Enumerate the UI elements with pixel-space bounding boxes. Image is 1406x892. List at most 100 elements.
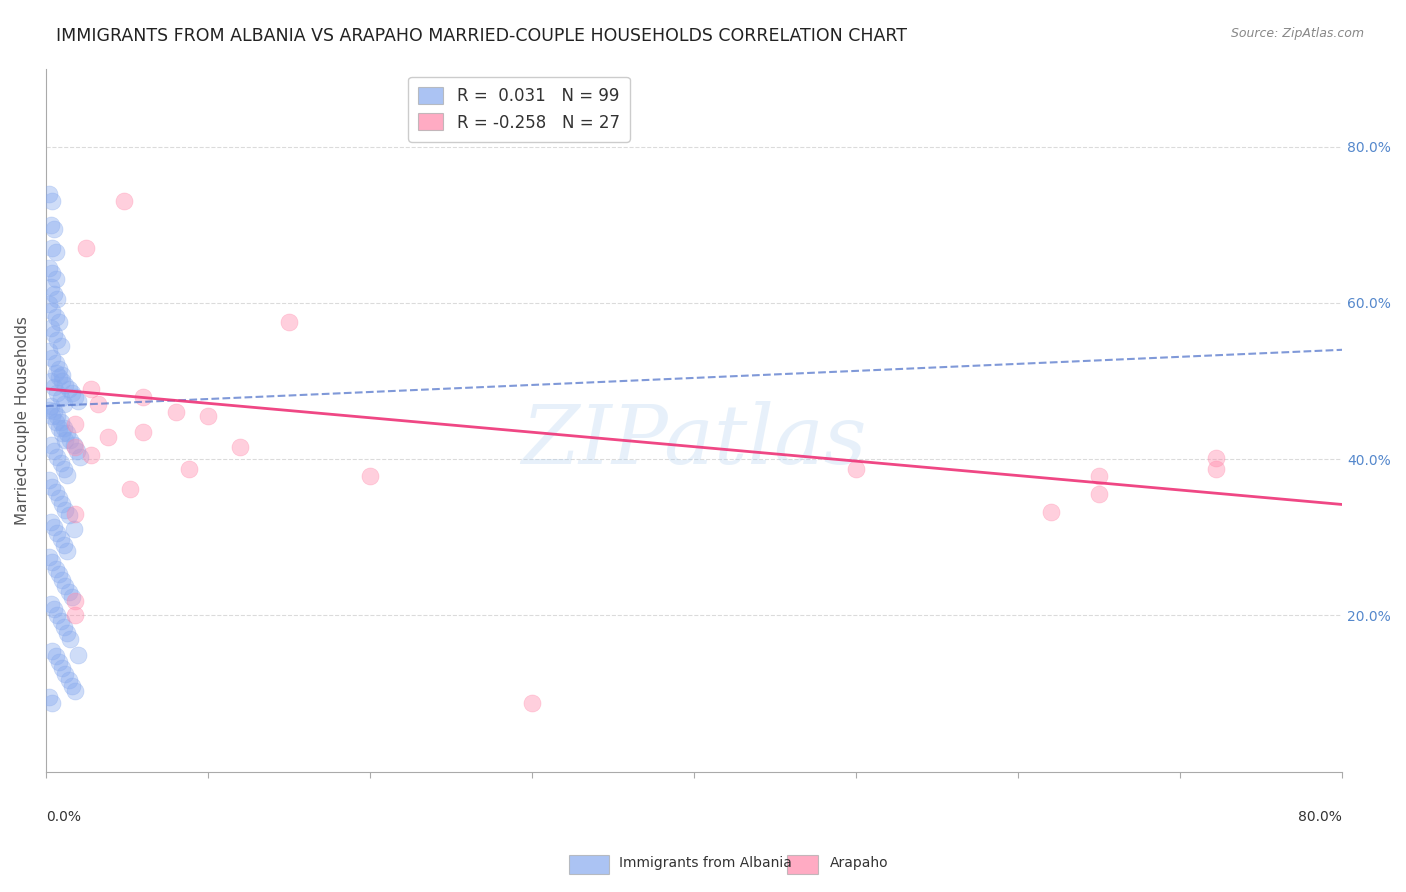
Point (39, 321, 62, 335)
Point (55, 667, 77, 681)
Point (51, 374, 73, 388)
Point (41, 351, 63, 365)
Point (63, 507, 86, 521)
Point (41, 643, 63, 657)
Point (177, 461, 200, 475)
Point (49, 532, 72, 546)
Point (1039, 505, 1062, 519)
Text: Source: ZipAtlas.com: Source: ZipAtlas.com (1230, 27, 1364, 40)
Point (56, 625, 79, 640)
Point (45, 649, 67, 664)
Point (49, 614, 72, 628)
Point (41, 241, 63, 255)
Point (38, 260, 60, 275)
Point (60, 385, 83, 400)
Text: Immigrants from Albania: Immigrants from Albania (619, 856, 792, 871)
Point (52, 421, 75, 435)
Point (59, 632, 82, 646)
Point (55, 503, 77, 517)
Point (41, 266, 63, 280)
Point (56, 543, 79, 558)
Point (278, 315, 301, 329)
Point (132, 425, 155, 439)
Point (45, 366, 67, 380)
Point (42, 379, 65, 393)
Point (38, 297, 60, 311)
Point (45, 415, 67, 429)
Point (48, 491, 70, 506)
Point (48, 656, 70, 670)
Point (46, 409, 69, 424)
Point (63, 608, 86, 623)
Point (45, 272, 67, 286)
Point (41, 555, 63, 569)
Point (66, 444, 89, 458)
Point (39, 597, 62, 611)
Point (58, 673, 80, 687)
Text: Arapaho: Arapaho (830, 856, 889, 871)
Point (41, 696, 63, 710)
Point (45, 310, 67, 324)
Point (39, 374, 62, 388)
Point (38, 344, 60, 359)
Point (46, 385, 69, 400)
Point (46, 333, 69, 347)
Point (58, 382, 80, 396)
Point (63, 390, 86, 404)
Point (55, 378, 77, 392)
Point (46, 292, 69, 306)
Point (42, 403, 65, 417)
Point (1088, 469, 1111, 483)
Point (520, 696, 543, 710)
Point (48, 370, 70, 384)
Point (42, 520, 65, 534)
Point (96, 430, 118, 444)
Point (80, 448, 103, 462)
Point (45, 485, 67, 500)
Point (63, 594, 86, 608)
Point (55, 579, 77, 593)
Point (60, 591, 83, 605)
Point (48, 421, 70, 435)
Text: ZIPatlas: ZIPatlas (522, 401, 868, 481)
Point (56, 467, 79, 482)
Point (45, 245, 67, 260)
Point (39, 515, 62, 529)
Point (62, 438, 84, 452)
Point (52, 397, 75, 411)
Point (48, 362, 70, 376)
Text: IMMIGRANTS FROM ALBANIA VS ARAPAHO MARRIED-COUPLE HOUSEHOLDS CORRELATION CHART: IMMIGRANTS FROM ALBANIA VS ARAPAHO MARRI… (56, 27, 907, 45)
Point (60, 679, 83, 693)
Point (49, 391, 72, 405)
Point (63, 417, 86, 431)
Point (39, 438, 62, 452)
Point (45, 561, 67, 575)
Point (48, 315, 70, 329)
Point (48, 567, 70, 582)
Point (42, 602, 65, 616)
Point (41, 194, 63, 209)
Point (42, 444, 65, 458)
Point (42, 286, 65, 301)
Point (46, 450, 69, 464)
Point (67, 393, 90, 408)
Point (229, 441, 252, 455)
Point (38, 690, 60, 705)
Point (51, 426, 73, 441)
Point (59, 433, 82, 447)
Point (39, 280, 62, 294)
Point (39, 218, 62, 232)
Point (359, 469, 381, 483)
Point (58, 585, 80, 599)
Point (41, 409, 63, 424)
Point (51, 368, 73, 382)
Point (41, 303, 63, 318)
Point (51, 661, 73, 675)
Point (1205, 461, 1227, 475)
Point (845, 461, 868, 475)
Point (63, 441, 86, 455)
Point (87, 397, 110, 411)
Point (51, 574, 73, 588)
Legend: R =  0.031   N = 99, R = -0.258   N = 27: R = 0.031 N = 99, R = -0.258 N = 27 (409, 77, 630, 142)
Point (1205, 450, 1227, 465)
